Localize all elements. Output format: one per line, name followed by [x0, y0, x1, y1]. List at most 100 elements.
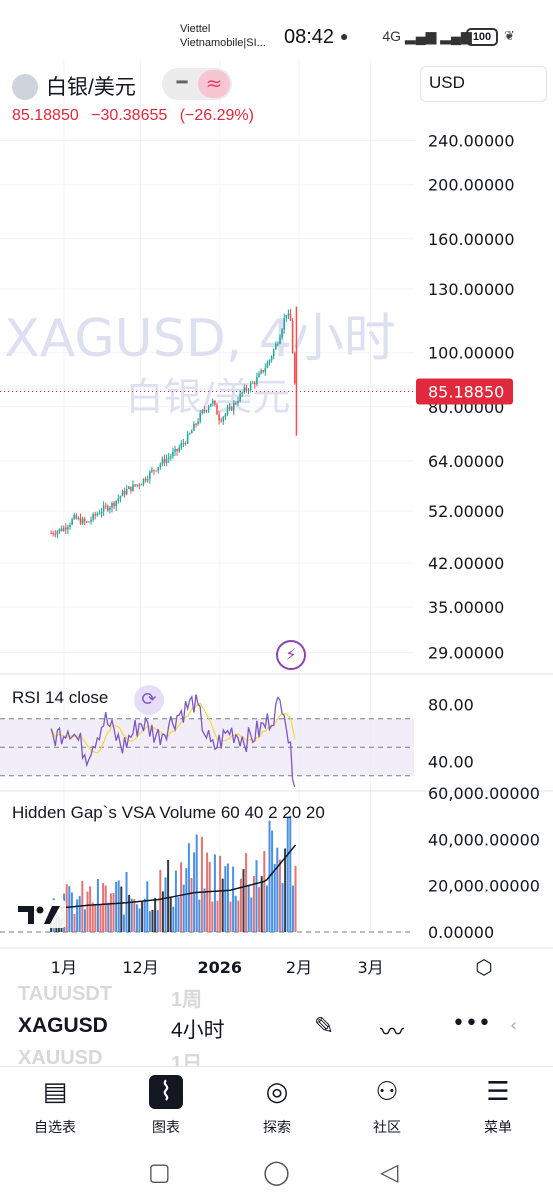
- volume-bar: [216, 900, 219, 932]
- price-candle: [287, 313, 290, 316]
- timeframe-selector[interactable]: 4小时: [171, 1019, 225, 1042]
- chart-mode-toggle[interactable]: ━ ≈: [162, 68, 232, 100]
- volume-bar: [213, 854, 216, 932]
- price-candle: [270, 356, 273, 361]
- price-candle: [77, 517, 80, 519]
- watermark-line1: XAGUSD, 4小时: [4, 309, 396, 369]
- chart-area[interactable]: XAGUSD, 4小时 白银/美元 240.00000 200.00000 160.…: [0, 60, 553, 986]
- volume-bar: [120, 886, 123, 932]
- home-icon[interactable]: ◯: [263, 1158, 290, 1186]
- volume-tick-label: 60,000.00000: [428, 784, 540, 803]
- price-candle: [222, 417, 225, 422]
- volume-bar: [281, 882, 284, 932]
- price-candle: [228, 406, 231, 410]
- volume-bar: [273, 863, 276, 932]
- price-candle: [256, 377, 258, 385]
- price-candle: [186, 434, 189, 444]
- price-candle: [197, 421, 199, 425]
- currency-selector[interactable]: USD: [420, 66, 547, 102]
- nav-explore[interactable]: ◎ 探索: [232, 1075, 322, 1137]
- price-candle: [79, 517, 82, 524]
- volume-bar: [278, 859, 281, 932]
- price-quote: 85.18850 −30.38655 (−26.29%): [12, 107, 262, 125]
- nav-watchlist[interactable]: ▤ 自选表: [34, 1077, 76, 1136]
- price-candle: [293, 353, 296, 384]
- volume-bar: [237, 900, 240, 932]
- volume-bar: [260, 876, 263, 932]
- nav-community[interactable]: ⚇ 社区: [342, 1075, 432, 1137]
- lightning-icon[interactable]: ⚡: [276, 640, 306, 670]
- price-candle: [125, 489, 128, 495]
- volume-bar: [91, 902, 94, 932]
- price-candle: [178, 447, 181, 452]
- watermark-line2: 白银/美元: [126, 375, 291, 419]
- wechat-icon: ●: [340, 28, 349, 44]
- volume-bar: [89, 886, 92, 932]
- rsi-plot[interactable]: 80.00 40.00: [0, 694, 474, 788]
- price-candle: [176, 448, 178, 452]
- symbol-selector[interactable]: XAGUSD: [18, 1014, 108, 1037]
- collapse-arrow-icon[interactable]: ‹: [510, 1015, 518, 1036]
- trend-tool-icon[interactable]: 〰: [380, 1018, 404, 1046]
- price-tick-label: 35.00000: [428, 598, 504, 617]
- volume-bar: [247, 885, 250, 932]
- silver-symbol-icon[interactable]: [12, 74, 38, 100]
- price-candle: [277, 343, 279, 345]
- price-candle: [239, 393, 241, 402]
- volume-label[interactable]: Hidden Gap`s VSA Volume 60 40 2 20 20: [12, 803, 325, 822]
- price-candle: [109, 507, 111, 511]
- volume-plot[interactable]: 60,000.00000 40,000.00000 20,000.00000 0.00…: [0, 784, 540, 942]
- more-icon[interactable]: •••: [452, 1011, 491, 1036]
- leaf-icon: ❦: [504, 28, 515, 43]
- price-axis[interactable]: 240.00000 200.00000 160.00000 130.00000 100.…: [416, 132, 515, 663]
- volume-bar: [174, 870, 177, 932]
- volume-average-line: [51, 844, 297, 910]
- price-candle: [247, 389, 250, 391]
- nav-chart[interactable]: ⌇ 图表: [121, 1075, 211, 1137]
- price-candle: [111, 502, 113, 508]
- ghost-symbol-above: TAUUSDT: [18, 983, 113, 1005]
- nav-menu[interactable]: ☰ 菜单: [453, 1075, 543, 1137]
- system-nav: ▢ ◯ ◁: [0, 1146, 553, 1200]
- volume-bar: [289, 815, 292, 932]
- price-candle: [203, 410, 206, 412]
- time-axis[interactable]: 1月 12月 2026 2月 3月 ⬡: [51, 955, 493, 979]
- volume-bar: [117, 880, 120, 932]
- refresh-icon[interactable]: ⟳: [134, 685, 164, 715]
- symbol-toolbar: TAUUSDT 1周 XAGUSD 4小时 XAUUSD 1日 ✎ 〰 ••• …: [0, 983, 553, 1075]
- grid: [0, 60, 553, 949]
- ghost-timeframe-above: 1周: [171, 989, 203, 1011]
- price-candle: [254, 382, 256, 385]
- volume-bar: [94, 905, 97, 932]
- minus-icon[interactable]: ━: [176, 72, 188, 93]
- price-candle: [98, 513, 101, 515]
- draw-pen-icon[interactable]: ✎: [314, 1012, 335, 1040]
- last-price-tag-label: 85.18850: [428, 383, 504, 402]
- price-candle: [155, 470, 157, 472]
- price-candle: [285, 315, 288, 319]
- recent-apps-icon[interactable]: ▢: [148, 1158, 171, 1186]
- menu-icon: ☰: [486, 1077, 510, 1107]
- chart-icon: ⌇: [149, 1075, 183, 1109]
- volume-bar: [146, 881, 149, 932]
- back-icon[interactable]: ◁: [380, 1158, 399, 1186]
- symbol-title[interactable]: 白银/美元: [46, 76, 136, 99]
- price-candle: [291, 320, 294, 354]
- rsi-label[interactable]: RSI 14 close: [12, 688, 109, 707]
- price-candle: [279, 337, 281, 344]
- approx-icon[interactable]: ≈: [198, 70, 230, 98]
- volume-tick-label: 0.00000: [428, 923, 494, 942]
- price-candle: [209, 403, 212, 407]
- price-candle: [88, 521, 90, 523]
- volume-bar: [224, 866, 227, 932]
- price-candle: [249, 383, 252, 390]
- price-candle: [71, 518, 73, 525]
- price-candle: [151, 469, 153, 472]
- volume-bar: [258, 887, 261, 932]
- price-plot[interactable]: [0, 306, 414, 539]
- volume-bar: [122, 914, 125, 932]
- price-candle: [50, 533, 52, 535]
- volume-tick-label: 40,000.00000: [428, 830, 540, 849]
- price-candle: [159, 464, 162, 468]
- volume-bar: [128, 894, 131, 932]
